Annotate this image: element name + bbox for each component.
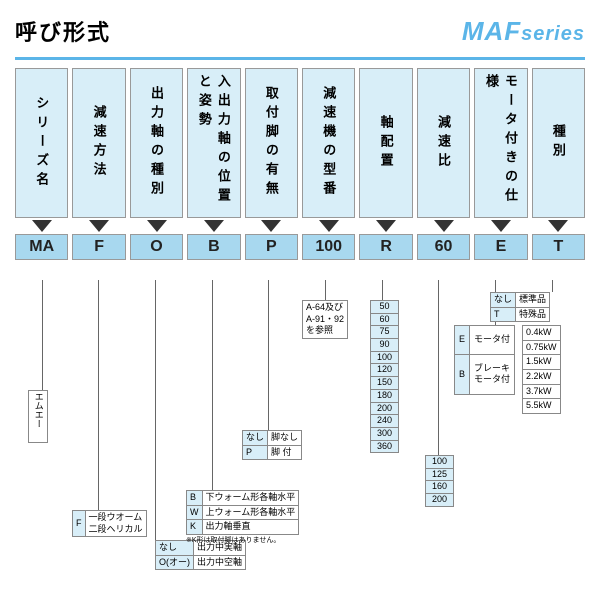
code-cell: 60 [417, 234, 470, 260]
arrow-icon [89, 220, 109, 232]
col-header: 入出力軸の位置と姿勢 [187, 68, 240, 218]
arrow-icon [434, 220, 454, 232]
code-cell: E [474, 234, 527, 260]
series-label: MAFseries [462, 16, 585, 47]
arrow-icon [548, 220, 568, 232]
detail-ma: エムエー [28, 390, 48, 443]
arrow-icon [261, 220, 281, 232]
detail-60: 100125160200 [425, 455, 454, 507]
col-header: 軸配置 [359, 68, 412, 218]
detail-e: Eモータ付Bブレーキ モータ付 [454, 325, 515, 395]
arrow-icon [319, 220, 339, 232]
col-header: 出力軸の種別 [130, 68, 183, 218]
code-cell: MA [15, 234, 68, 260]
detail-t: なし標準品T特殊品 [490, 292, 550, 322]
detail-100: A-64及び A-91・92 を参照 [302, 300, 348, 339]
col-header: 減速方法 [72, 68, 125, 218]
code-cell: 100 [302, 234, 355, 260]
arrow-icon [376, 220, 396, 232]
detail-p: なし脚なしP脚 付 [242, 430, 302, 460]
col-header: 減速機の型番 [302, 68, 355, 218]
code-cell: B [187, 234, 240, 260]
col-header: 取付脚の有無 [245, 68, 298, 218]
code-cell: T [532, 234, 585, 260]
divider [15, 57, 585, 60]
col-header: シリーズ名 [15, 68, 68, 218]
code-cell: O [130, 234, 183, 260]
page-title: 呼び形式 [15, 15, 111, 47]
detail-b: B下ウォーム形各軸水平W上ウォーム形各軸水平K出力軸垂直 ※K形は取付脚はありま… [186, 490, 299, 545]
arrow-icon [147, 220, 167, 232]
detail-f: F一段ウオーム 二段ヘリカル [72, 510, 147, 537]
detail-kw: 0.4kW0.75kW1.5kW2.2kW3.7kW5.5kW [522, 325, 561, 414]
arrow-icon [32, 220, 52, 232]
code-cell: R [359, 234, 412, 260]
col-header: 種別 [532, 68, 585, 218]
arrow-icon [491, 220, 511, 232]
col-header: モータ付きの仕様 [474, 68, 527, 218]
code-cell: F [72, 234, 125, 260]
col-header: 減速比 [417, 68, 470, 218]
arrow-icon [204, 220, 224, 232]
detail-r: 50607590100120150180200240300360 [370, 300, 399, 453]
code-cell: P [245, 234, 298, 260]
columns-container: シリーズ名 MA減速方法 F出力軸の種別 O入出力軸の位置と姿勢 B取付脚の有無 P減速機… [15, 68, 585, 260]
